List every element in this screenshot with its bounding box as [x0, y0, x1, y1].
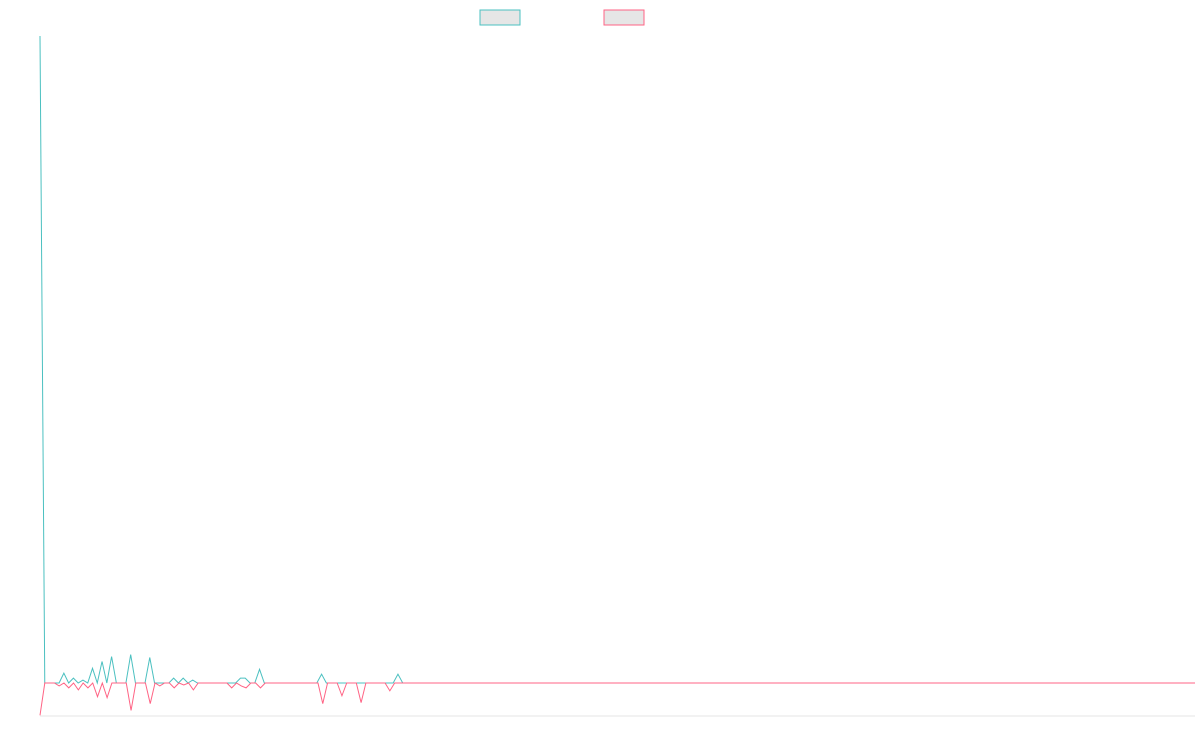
legend-swatch-2[interactable] — [603, 9, 645, 26]
plot-area — [39, 35, 1195, 716]
legend[interactable] — [479, 9, 645, 26]
legend-swatch-1[interactable] — [479, 9, 521, 26]
series-line-2 — [39, 681, 1195, 716]
series-line-1 — [39, 35, 1195, 685]
